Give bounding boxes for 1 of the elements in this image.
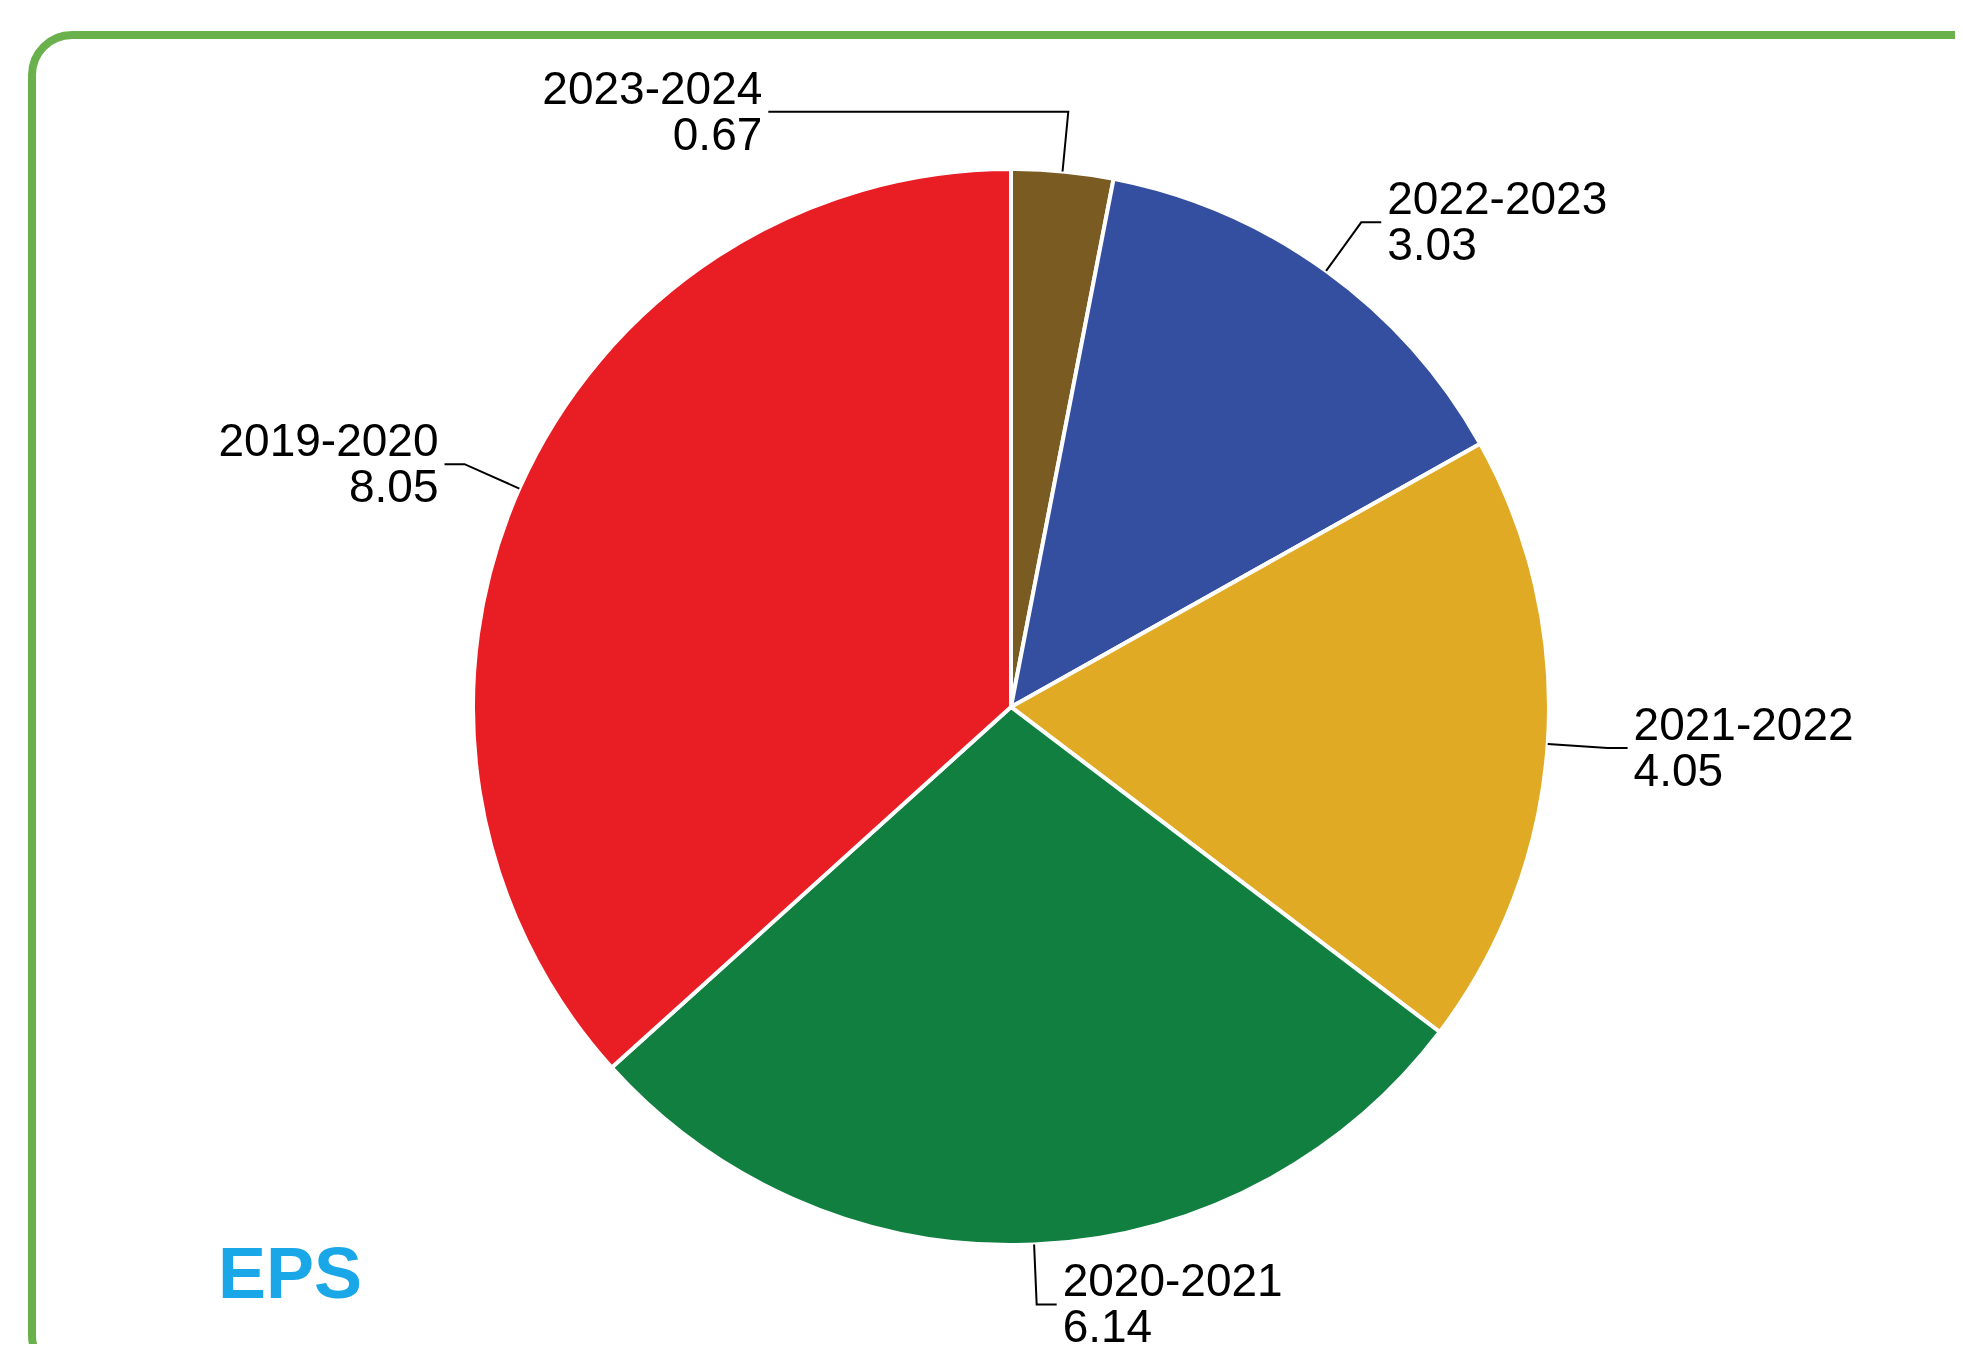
text: EPS xyxy=(218,1233,363,1313)
